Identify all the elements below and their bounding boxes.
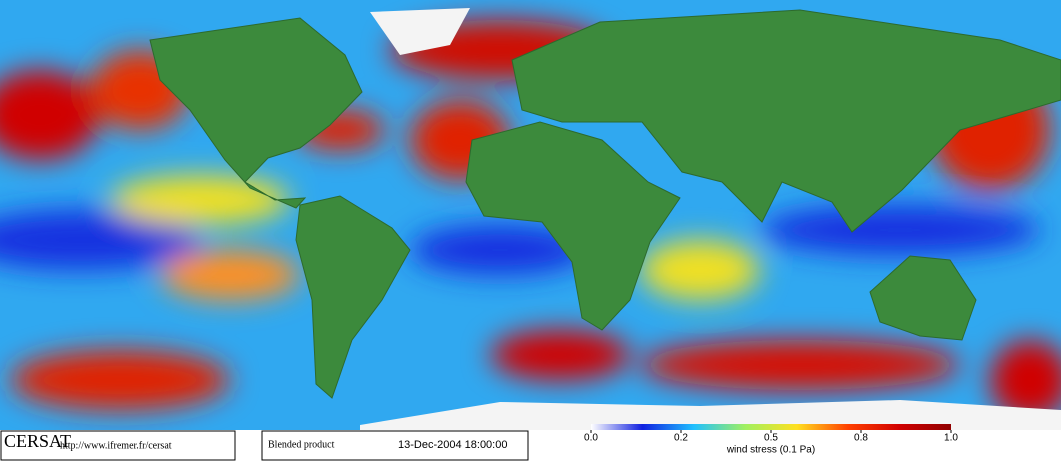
eurasia — [511, 9, 1061, 233]
australia — [869, 255, 977, 341]
land — [149, 9, 1061, 399]
colorbar — [591, 424, 951, 430]
africa — [465, 121, 681, 331]
date: 13-Dec-2004 18:00:00 — [398, 439, 507, 451]
colorbar-tick-label: 0.2 — [674, 433, 688, 444]
north-america — [149, 17, 363, 209]
product-box — [261, 430, 529, 461]
brand-box — [0, 430, 236, 461]
south-america — [295, 195, 411, 399]
colorbar-tick-label: 0.0 — [584, 433, 598, 444]
colorbar-label: wind stress (0.1 Pa) — [726, 445, 815, 456]
brand: CERSAT — [4, 431, 71, 451]
footer-bg — [0, 430, 1061, 462]
colorbar-tick-label: 0.5 — [764, 433, 778, 444]
url: http://www.ifremer.fr/cersat — [60, 440, 172, 451]
antarctica — [360, 400, 1061, 430]
greenland — [370, 8, 470, 55]
colorbar-tick-label: 1.0 — [944, 433, 958, 444]
product: Blended product — [268, 439, 335, 450]
colorbar-tick-label: 0.8 — [854, 433, 868, 444]
